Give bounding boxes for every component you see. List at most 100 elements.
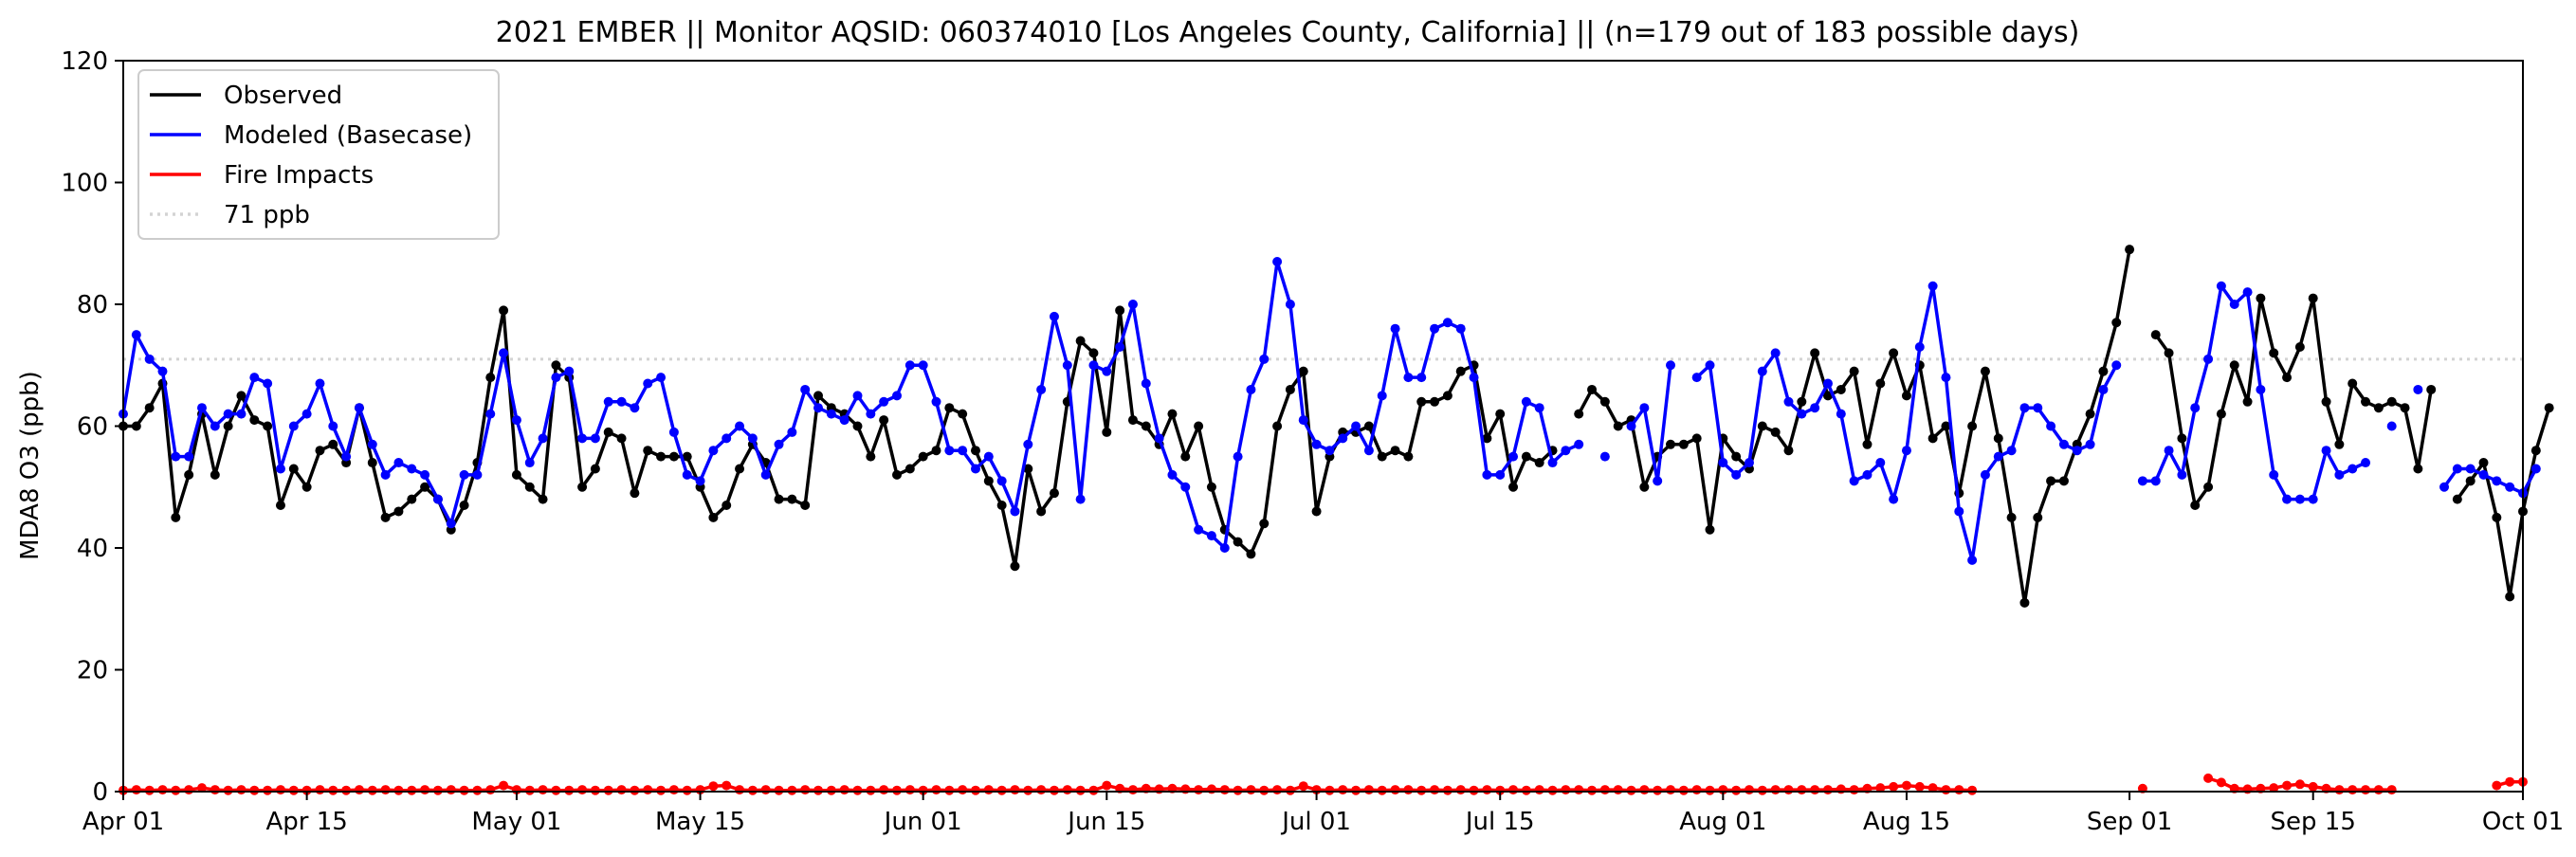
data-point-modeled-basecase: [1993, 451, 2003, 462]
data-point-modeled-basecase: [682, 469, 692, 480]
data-point-observed: [393, 506, 404, 517]
data-point-fire-impacts: [2334, 785, 2345, 795]
data-point-observed: [2019, 597, 2030, 608]
data-point-fire-impacts: [564, 785, 575, 795]
data-point-fire-impacts: [1363, 785, 1374, 795]
data-point-observed: [1298, 366, 1308, 376]
data-point-fire-impacts: [1914, 781, 1925, 792]
data-point-observed: [774, 494, 784, 504]
data-point-modeled-basecase: [157, 366, 168, 376]
data-point-modeled-basecase: [1311, 439, 1322, 449]
data-point-observed: [1206, 482, 1216, 492]
data-point-modeled-basecase: [695, 476, 705, 486]
data-point-modeled-basecase: [892, 391, 903, 401]
data-point-modeled-basecase: [1233, 451, 1243, 462]
data-point-modeled-basecase: [590, 433, 600, 444]
data-point-fire-impacts: [682, 785, 692, 795]
data-point-fire-impacts: [485, 785, 496, 795]
data-point-fire-impacts: [1613, 785, 1623, 795]
data-point-modeled-basecase: [1889, 494, 1899, 504]
data-point-observed: [1167, 409, 1178, 419]
data-point-modeled-basecase: [2229, 300, 2239, 309]
data-point-modeled-basecase: [2216, 281, 2226, 291]
data-point-fire-impacts: [288, 785, 299, 795]
series-line-fire-impacts: [122, 783, 1973, 793]
data-point-modeled-basecase: [171, 451, 181, 462]
data-point-modeled-basecase: [1167, 469, 1178, 480]
data-point-fire-impacts: [341, 785, 352, 795]
data-point-observed: [1259, 519, 1270, 529]
data-point-modeled-basecase: [1246, 384, 1256, 394]
data-point-observed: [2164, 348, 2174, 358]
data-point-fire-impacts: [2203, 773, 2214, 783]
x-tick-label: Jun 15: [1066, 808, 1145, 836]
data-point-fire-impacts: [1691, 785, 1702, 795]
data-point-fire-impacts: [1954, 785, 1964, 795]
data-point-observed: [2413, 464, 2423, 474]
data-point-observed: [2400, 403, 2410, 413]
data-point-fire-impacts: [144, 785, 155, 795]
data-point-fire-impacts: [1678, 785, 1689, 795]
x-tick-label: Sep 01: [2087, 808, 2172, 836]
data-point-modeled-basecase: [1862, 469, 1873, 480]
data-point-modeled-basecase: [958, 446, 968, 456]
data-point-modeled-basecase: [407, 464, 417, 474]
data-point-modeled-basecase: [184, 451, 194, 462]
data-point-observed: [144, 403, 155, 413]
data-point-observed: [1246, 549, 1256, 559]
data-point-observed: [2256, 293, 2266, 303]
y-tick-label: 80: [77, 291, 108, 319]
data-point-modeled-basecase: [485, 409, 496, 419]
data-point-fire-impacts: [407, 785, 417, 795]
data-point-modeled-basecase: [1691, 373, 1702, 383]
data-point-modeled-basecase: [354, 403, 364, 413]
data-point-observed: [970, 446, 980, 456]
data-point-fire-impacts: [380, 785, 391, 795]
data-point-observed: [656, 451, 667, 462]
data-point-observed: [210, 469, 220, 480]
series-line-observed: [2456, 407, 2551, 599]
data-point-fire-impacts: [2282, 780, 2293, 791]
data-point-observed: [1613, 421, 1623, 431]
data-point-observed: [1088, 348, 1099, 358]
data-point-observed: [249, 415, 260, 426]
data-point-observed: [2386, 396, 2397, 407]
data-point-fire-impacts: [1927, 783, 1938, 793]
data-point-modeled-basecase: [511, 415, 521, 426]
data-point-modeled-basecase: [1154, 433, 1164, 444]
data-point-observed: [2426, 384, 2437, 394]
data-point-observed: [800, 501, 811, 511]
data-point-observed: [2361, 396, 2371, 407]
data-point-fire-impacts: [1574, 785, 1584, 795]
data-point-modeled-basecase: [2492, 476, 2502, 486]
legend-label: 71 ppb: [224, 201, 310, 229]
data-point-fire-impacts: [459, 785, 469, 795]
data-point-fire-impacts: [2294, 779, 2305, 790]
data-point-modeled-basecase: [1219, 543, 1230, 553]
data-point-observed: [551, 360, 561, 371]
data-point-fire-impacts: [1455, 785, 1466, 795]
data-point-fire-impacts: [1219, 785, 1230, 795]
data-point-observed: [1731, 451, 1742, 462]
data-point-observed: [1115, 305, 1125, 316]
data-point-fire-impacts: [1102, 780, 1112, 791]
data-point-modeled-basecase: [1194, 524, 1204, 535]
data-point-fire-impacts: [1246, 785, 1256, 795]
data-point-observed: [904, 464, 915, 474]
data-point-observed: [1023, 464, 1033, 474]
data-point-fire-impacts: [1259, 785, 1270, 795]
data-point-modeled-basecase: [2386, 421, 2397, 431]
data-point-modeled-basecase: [1626, 421, 1636, 431]
data-point-observed: [2177, 433, 2187, 444]
data-point-modeled-basecase: [1875, 458, 1886, 468]
data-point-observed: [367, 458, 377, 468]
data-point-fire-impacts: [1377, 785, 1387, 795]
data-point-fire-impacts: [1075, 785, 1086, 795]
data-point-modeled-basecase: [1088, 360, 1099, 371]
data-point-modeled-basecase: [1508, 451, 1519, 462]
data-point-observed: [983, 476, 994, 486]
x-tick-label: May 01: [471, 808, 561, 836]
data-point-modeled-basecase: [1430, 323, 1440, 334]
data-point-modeled-basecase: [1534, 403, 1544, 413]
